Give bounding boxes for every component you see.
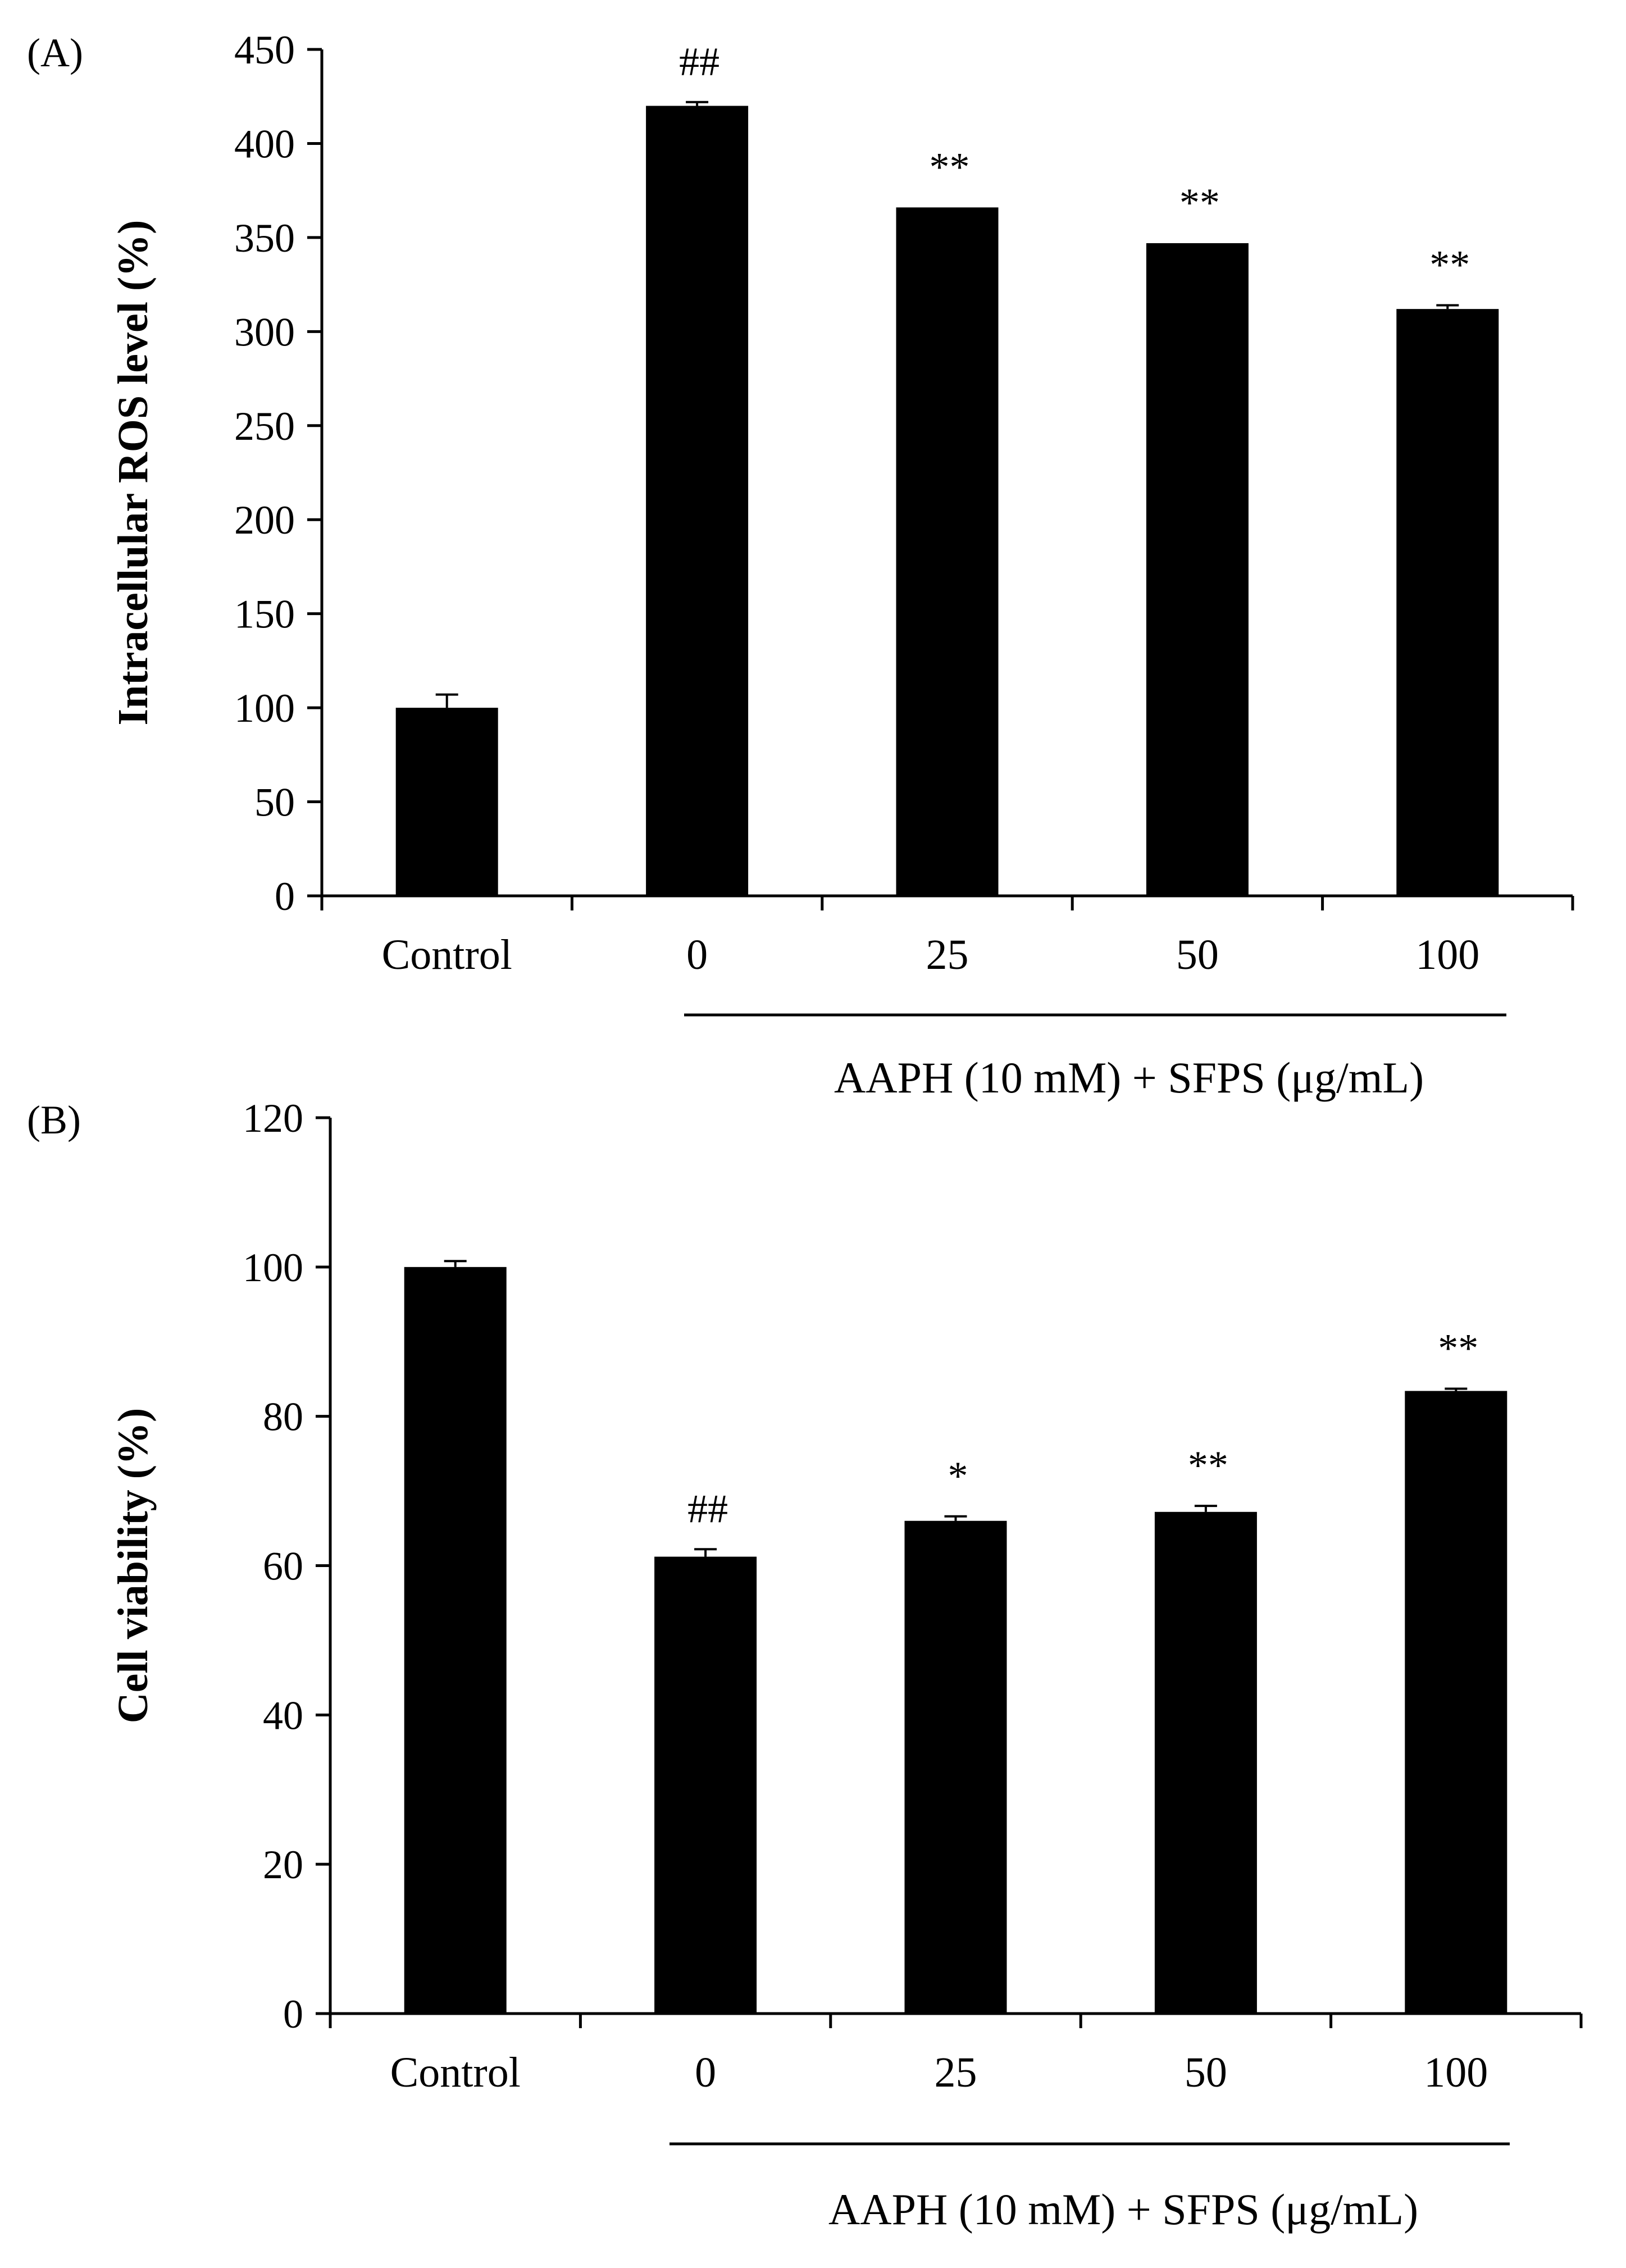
x-category-label: 25 [935,2049,977,2096]
bar-control [395,708,498,896]
significance-marker: ## [679,39,719,84]
group-label: AAPH (10 mM) + SFPS (μg/mL) [834,1053,1424,1102]
x-category-label: 25 [926,931,969,978]
x-category-label: 50 [1185,2049,1227,2096]
bar-100 [1405,1391,1507,2014]
y-tick-label: 0 [283,1992,303,2037]
x-category-label: 50 [1176,931,1219,978]
chart-a-ros-level: (A) Intracellular ROS level (%) 0 50 100 150 2… [27,28,1574,1102]
x-category-label: Control [382,931,512,978]
x-category-label: 100 [1415,931,1479,978]
bar-0 [646,106,749,896]
y-axis-title: Cell viability (%) [110,1408,157,1724]
y-tick-label: 40 [263,1693,303,1738]
bar-25 [904,1520,1007,2014]
y-tick-label: 0 [275,874,295,919]
significance-marker: * [948,1454,968,1499]
bar-control [404,1267,507,2014]
significance-marker: ** [1438,1326,1478,1370]
bar-100 [1396,309,1499,896]
bar-50 [1154,1511,1257,2014]
y-tick-label: 60 [263,1544,303,1589]
y-tick-label: 450 [234,28,295,72]
chart-b-cell-viability: (B) Cell viability (%) 0 20 40 60 80 100 120 Cont… [27,1096,1583,2234]
bar-25 [896,207,999,896]
panel-label: (B) [27,1097,81,1142]
y-tick-label: 120 [243,1096,303,1141]
y-tick-label: 100 [243,1245,303,1290]
y-tick-label: 300 [234,309,295,354]
y-tick-label: 250 [234,404,295,449]
y-tick-label: 50 [254,780,295,825]
y-tick-label: 400 [234,121,295,166]
y-tick-label: 200 [234,498,295,543]
bar-50 [1146,243,1249,896]
x-category-label: Control [390,2049,521,2096]
significance-marker: ** [1179,180,1220,225]
x-category-label: 0 [686,931,708,978]
significance-marker: ** [1188,1443,1228,1488]
x-category-label: 100 [1424,2049,1488,2096]
x-category-label: 0 [695,2049,716,2096]
y-axis-title: Intracellular ROS level (%) [110,220,157,726]
panel-label: (A) [27,30,83,75]
y-tick-label: 20 [263,1842,303,1887]
y-tick-label: 80 [263,1395,303,1440]
y-tick-label: 350 [234,216,295,261]
significance-marker: ** [1429,242,1470,287]
bar-0 [654,1556,757,2014]
y-tick-label: 150 [234,592,295,637]
group-label: AAPH (10 mM) + SFPS (μg/mL) [828,2185,1418,2234]
significance-marker: ## [687,1486,728,1531]
significance-marker: ** [930,144,970,189]
y-tick-label: 100 [234,686,295,731]
